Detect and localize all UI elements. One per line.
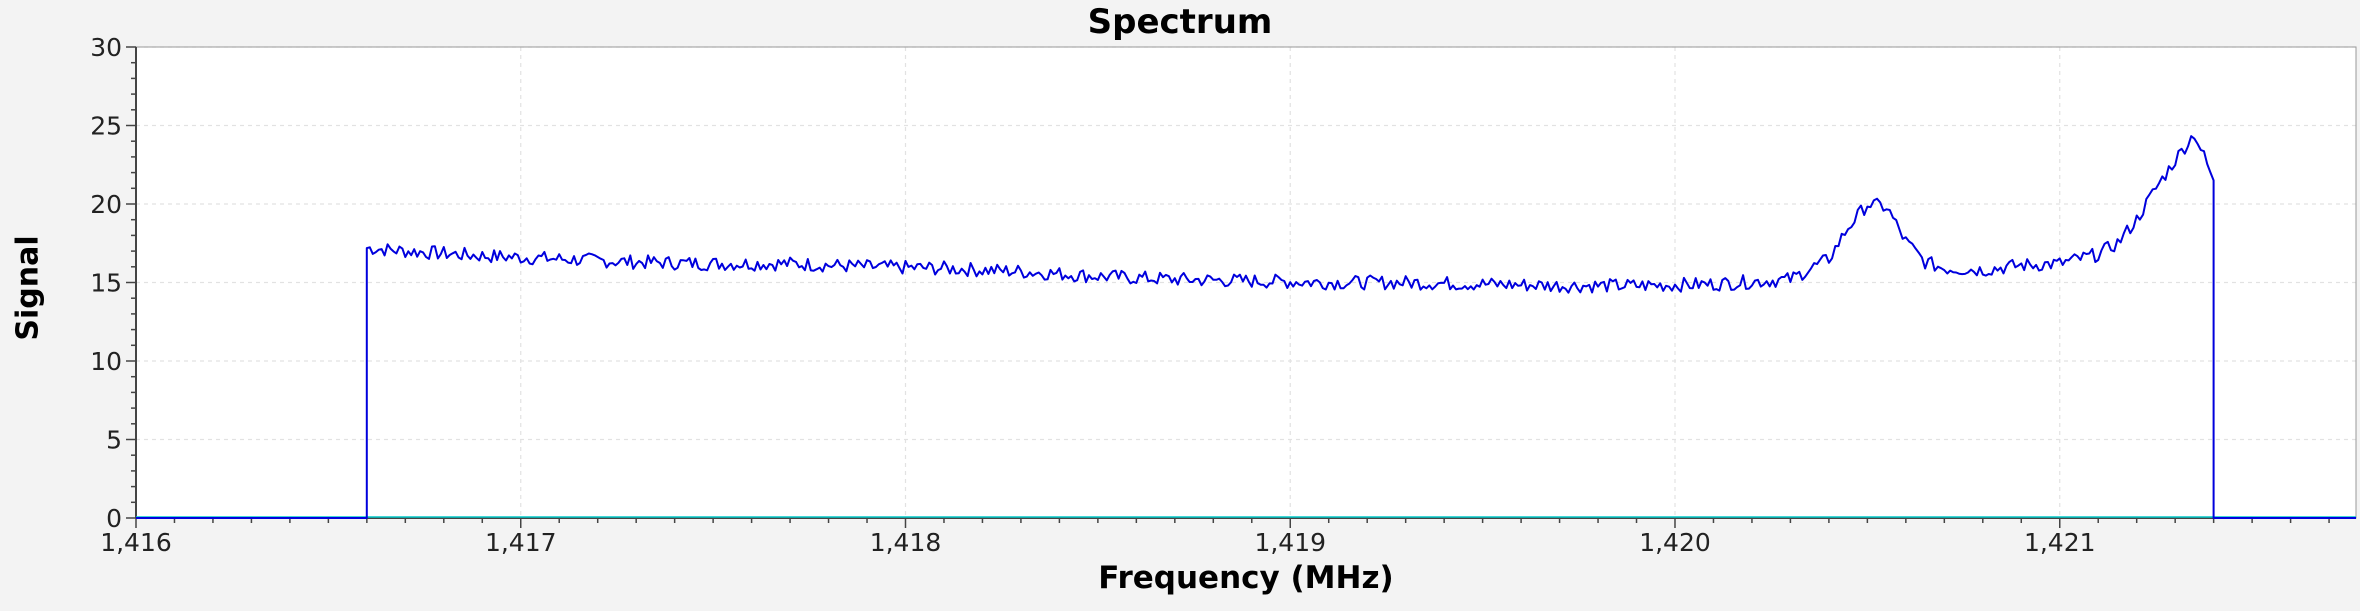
x-tick-label: 1,420: [1639, 528, 1711, 557]
y-tick-label: 20: [90, 190, 122, 219]
x-tick-label: 1,416: [100, 528, 172, 557]
series: [136, 135, 2356, 519]
y-tick-label: 15: [90, 269, 122, 298]
x-tick-label: 1,418: [870, 528, 942, 557]
x-tick-label: 1,421: [2024, 528, 2096, 557]
chart-title: Spectrum: [1087, 2, 1273, 42]
tick-labels: 0 5 10 15 20 25 30 1,416 1,417 1,418 1,419 1,420 1,4…: [90, 33, 2095, 557]
y-tick-label: 10: [90, 347, 122, 376]
x-tick-label: 1,417: [485, 528, 557, 557]
y-tick-label: 30: [90, 33, 122, 62]
x-axis-label: Frequency (MHz): [1098, 560, 1394, 596]
x-tick-label: 1,419: [1254, 528, 1326, 557]
plot-background: [136, 47, 2356, 518]
y-tick-label: 5: [106, 426, 122, 455]
spectrum-line: [136, 135, 2356, 519]
y-tick-label: 25: [90, 112, 122, 141]
y-tick-label: 0: [106, 504, 122, 533]
